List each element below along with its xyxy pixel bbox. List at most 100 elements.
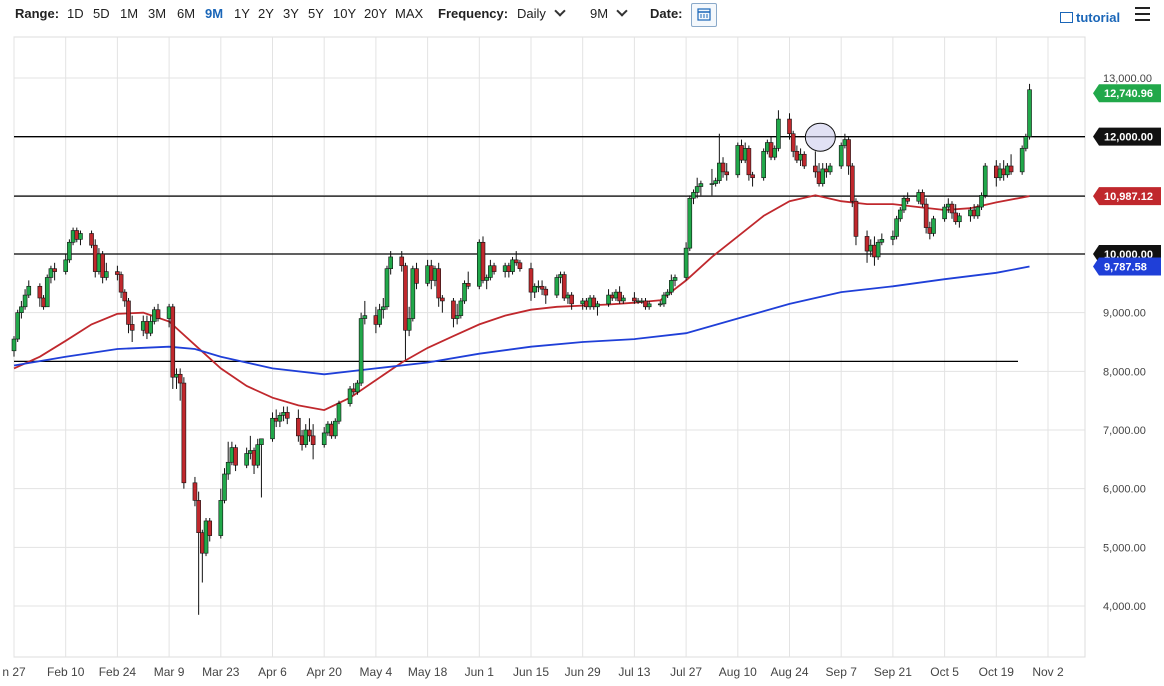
candle-body xyxy=(661,294,667,305)
candle xyxy=(801,151,807,169)
candle-body xyxy=(22,294,28,308)
candle-body xyxy=(569,294,574,305)
candle-body xyxy=(1008,165,1014,173)
range-button-3m[interactable]: 3M xyxy=(148,6,167,21)
tutorial-link[interactable]: tutorial xyxy=(1060,10,1120,25)
candle-body xyxy=(687,197,693,249)
period-value: 9M xyxy=(590,6,609,21)
moving-average-line-1 xyxy=(13,194,1030,412)
candle-body xyxy=(225,461,231,475)
range-button-1y[interactable]: 1Y xyxy=(234,6,250,21)
tutorial-label: tutorial xyxy=(1076,10,1121,25)
candle-body xyxy=(15,312,20,340)
candle xyxy=(358,312,364,386)
range-button-5d[interactable]: 5D xyxy=(93,6,110,21)
range-button-max[interactable]: MAX xyxy=(395,6,424,21)
candle xyxy=(1027,83,1032,140)
candle-body xyxy=(665,291,670,296)
candle xyxy=(170,303,176,389)
candle-body xyxy=(595,303,600,308)
frequency-select[interactable]: Daily xyxy=(517,5,566,21)
candle-body xyxy=(853,200,859,237)
candle xyxy=(19,300,24,319)
candle-body xyxy=(192,482,198,501)
frequency-label: Frequency: xyxy=(438,6,509,21)
candle xyxy=(399,251,405,272)
candle xyxy=(632,292,637,304)
candle xyxy=(192,476,198,507)
x-tick-label: Mar 9 xyxy=(154,665,185,679)
x-tick-label: Apr 6 xyxy=(258,665,287,679)
candle xyxy=(296,409,301,442)
candle-body xyxy=(591,297,597,308)
candle xyxy=(362,300,368,325)
candle-body xyxy=(683,247,689,278)
candle xyxy=(255,438,261,469)
candle-body xyxy=(196,500,201,533)
candle xyxy=(790,130,796,158)
candle xyxy=(196,491,201,615)
candle xyxy=(717,133,722,184)
candle xyxy=(894,215,899,240)
candle-body xyxy=(513,259,519,264)
candle-body xyxy=(979,195,984,208)
candle-body xyxy=(259,438,264,445)
candle xyxy=(336,400,342,425)
range-button-3y[interactable]: 3Y xyxy=(283,6,299,21)
x-tick-label: Jul 13 xyxy=(618,665,650,679)
candle xyxy=(440,295,445,313)
candle xyxy=(458,298,464,319)
candle-body xyxy=(355,382,360,393)
horizontal-lines xyxy=(14,136,1085,363)
candle-body xyxy=(155,309,161,319)
candle-body xyxy=(129,324,135,331)
range-button-2y[interactable]: 2Y xyxy=(258,6,274,21)
candle xyxy=(48,265,54,284)
candle xyxy=(22,289,28,310)
candle xyxy=(462,280,467,304)
range-button-5y[interactable]: 5Y xyxy=(308,6,324,21)
candle-body xyxy=(761,151,766,179)
period-select[interactable]: 9M xyxy=(590,5,628,21)
calendar-button[interactable] xyxy=(691,3,717,27)
price-badge-label: 9,787.58 xyxy=(1104,261,1147,273)
candle xyxy=(853,198,859,246)
y-tick-label: 7,000.00 xyxy=(1103,425,1146,437)
candle-body xyxy=(632,297,637,302)
candle xyxy=(617,286,622,304)
range-button-10y[interactable]: 10Y xyxy=(333,6,357,21)
hamburger-menu-icon[interactable] xyxy=(1135,7,1150,21)
candle-body xyxy=(122,291,128,302)
chevron-down-icon xyxy=(616,5,628,17)
candle-body xyxy=(104,271,109,278)
price-badge-shape xyxy=(1093,84,1161,103)
candle xyxy=(207,518,213,542)
candle xyxy=(864,230,870,263)
x-tick-label: Jul 27 xyxy=(670,665,702,679)
highlight-circle xyxy=(804,122,836,152)
range-button-1m[interactable]: 1M xyxy=(120,6,139,21)
range-button-9m[interactable]: 9M xyxy=(205,6,224,21)
candle xyxy=(846,136,851,175)
candle xyxy=(595,300,600,316)
candle-body xyxy=(436,268,441,299)
x-axis: n 27 Feb 10 Feb 24 Mar 9 Mar 23 Apr 6 Apr 20 Ma… xyxy=(2,665,1064,679)
candle xyxy=(905,192,910,205)
candle-body xyxy=(11,338,17,352)
candle-body xyxy=(307,429,312,437)
candle xyxy=(270,412,275,442)
candle-body xyxy=(358,318,364,384)
candle-body xyxy=(879,239,885,243)
candle-body xyxy=(1019,148,1025,173)
candle-body xyxy=(606,294,611,305)
candle xyxy=(813,151,818,178)
range-button-20y[interactable]: 20Y xyxy=(364,6,388,21)
candle-body xyxy=(543,288,549,296)
range-button-6m[interactable]: 6M xyxy=(177,6,196,21)
candle-body xyxy=(890,236,896,240)
candle-body xyxy=(89,233,94,246)
range-button-1d[interactable]: 1D xyxy=(67,6,84,21)
candle xyxy=(203,518,209,557)
candle xyxy=(26,280,32,298)
candle-body xyxy=(414,268,419,284)
